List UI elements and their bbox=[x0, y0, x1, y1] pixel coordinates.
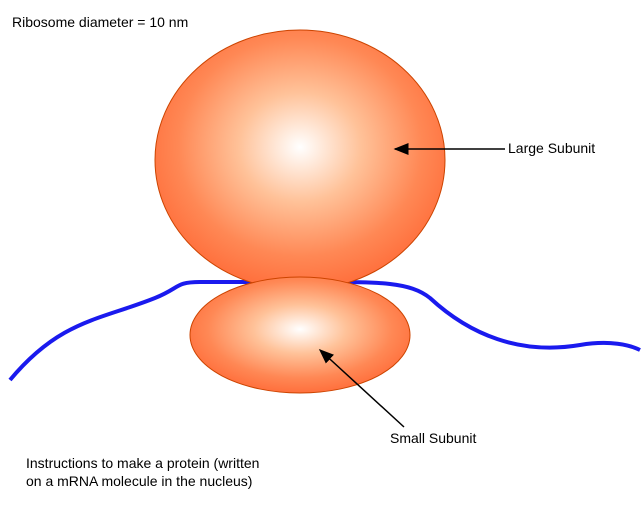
small-subunit-shape bbox=[190, 277, 410, 393]
small-subunit-label: Small Subunit bbox=[390, 430, 476, 446]
large-subunit-shape bbox=[155, 30, 445, 290]
caption-line-2: on a mRNA molecule in the nucleus) bbox=[26, 473, 252, 489]
ribosome-diagram bbox=[0, 0, 642, 509]
mrna-caption: Instructions to make a protein (written … bbox=[26, 454, 259, 490]
caption-line-1: Instructions to make a protein (written bbox=[26, 455, 259, 471]
diagram-title: Ribosome diameter = 10 nm bbox=[12, 14, 188, 30]
large-subunit-label: Large Subunit bbox=[508, 140, 595, 156]
